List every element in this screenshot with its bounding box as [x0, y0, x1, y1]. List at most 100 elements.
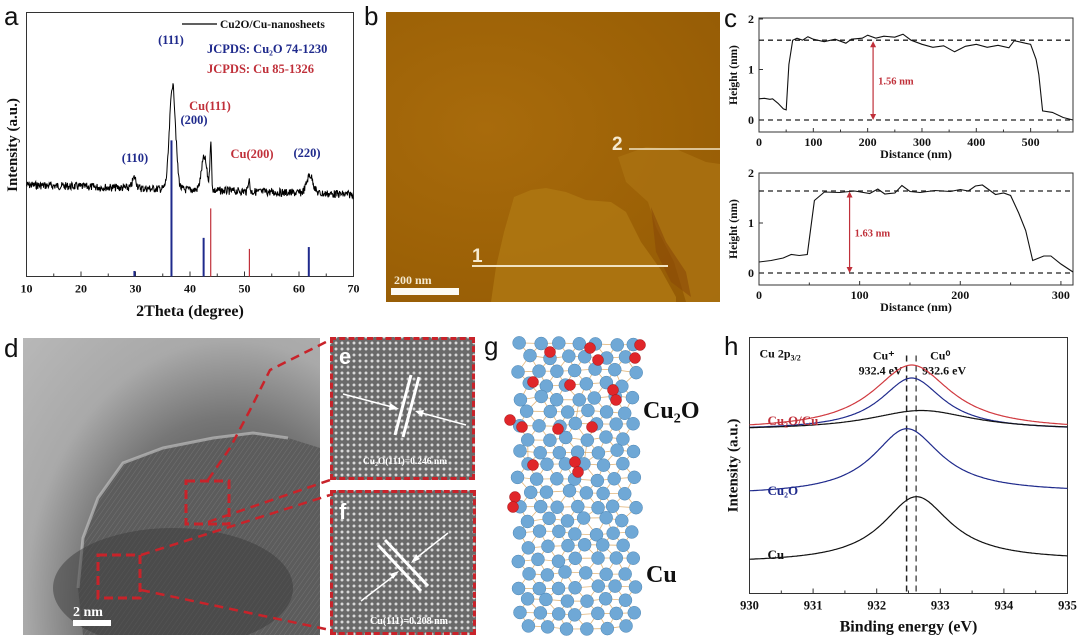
cu-atom [616, 432, 630, 446]
o-atom [527, 376, 539, 388]
series-label: Cu₂O/Cu [768, 413, 819, 428]
cu-atom [629, 365, 643, 380]
plot-frame [758, 17, 1074, 133]
cu-atom [568, 416, 583, 431]
height-annotation: 1.56 nm [878, 77, 914, 88]
cu-atom [578, 566, 593, 580]
cu-atom [580, 433, 595, 447]
cu-atom [581, 403, 595, 418]
cu-atom [617, 486, 632, 501]
cu-atom [540, 568, 555, 582]
vline-label: Cu⁺ [873, 349, 895, 363]
cu-atom [572, 336, 587, 351]
x-tick-label: 300 [913, 135, 931, 149]
x-tick-label: 933 [931, 599, 950, 613]
nanosheet-1 [491, 188, 676, 302]
cu-atom [577, 350, 592, 364]
cu-atom [599, 430, 613, 444]
height-profile-line [758, 184, 1074, 273]
o-atom [607, 384, 619, 396]
cu-atom [567, 608, 582, 622]
height-profile-line [758, 33, 1074, 121]
jcpds-cu: JCPDS: Cu 85-1326 [207, 62, 314, 76]
inset-label-f: f [339, 499, 347, 524]
cu-atom [596, 458, 611, 472]
cu-atom [532, 419, 546, 433]
profile-label-2: 2 [612, 134, 623, 155]
x-axis-title: 2Theta (degree) [136, 303, 244, 320]
y-tick-label: 0 [748, 266, 754, 280]
cu-atom [619, 619, 633, 633]
cu-atom [598, 592, 613, 606]
cu-atom [617, 406, 632, 421]
cu-atom [551, 554, 566, 568]
x-tick-label: 400 [967, 135, 985, 149]
y-axis-title: Height (nm) [728, 45, 740, 105]
cu-atom [543, 404, 558, 419]
afm-image: 1 2 200 nm [386, 12, 720, 302]
o-atom [586, 421, 598, 433]
peak-label: Cu(111) [189, 99, 231, 113]
cu-atom [552, 445, 567, 460]
cu-atom [539, 485, 554, 499]
title-subscript: 3/2 [791, 354, 801, 363]
cu-atom [629, 500, 643, 515]
cu-atom [572, 393, 586, 407]
cu-atom [596, 538, 610, 552]
y-axis-title: Height (nm) [728, 199, 740, 259]
cu-atom [521, 619, 536, 633]
series-label: Cu₂O [768, 483, 799, 498]
cu-atom [512, 336, 526, 350]
cu-atom [521, 541, 536, 555]
height-profile-chart-2: 0 100 200 300 0 1 2 1.63 nm Distance (nm) Height … [728, 166, 1074, 314]
y-tick-label: 1 [748, 216, 754, 230]
xps-curve [749, 409, 1068, 429]
peak-label: (200) [180, 113, 207, 127]
cu-atom [520, 592, 535, 606]
cu-atom [561, 538, 575, 553]
cu-atom [532, 364, 546, 378]
cu-atom [609, 551, 624, 565]
cu-atom [627, 470, 642, 485]
cu-atom [533, 445, 547, 460]
cu-atom [577, 537, 592, 552]
xrd-chart: 10 20 30 40 50 60 70 (110) (111) (200)Cu(111) Cu(… [5, 12, 360, 320]
cu-atom [529, 472, 544, 486]
cu-atom [600, 621, 615, 636]
panel-label-c: c [724, 3, 737, 33]
o-atom [584, 342, 596, 354]
x-tick-label: 30 [130, 282, 142, 296]
cu-atom [511, 554, 526, 569]
panel-label-d: d [4, 333, 19, 363]
x-tick-label: 100 [804, 135, 822, 149]
o-atom [504, 414, 516, 426]
vline-value: 932.6 eV [922, 364, 966, 378]
cu-atom [542, 511, 556, 526]
plot-frame [749, 337, 1068, 594]
peak-label: (111) [158, 33, 184, 47]
cu-atom [608, 579, 622, 593]
cu-atom [562, 349, 576, 363]
cu-atom [579, 486, 594, 500]
cu-atom [520, 514, 535, 529]
cu-atom [609, 606, 624, 621]
x-axis-title: Distance (nm) [880, 300, 952, 314]
inset-label-e: e [339, 344, 351, 369]
cu-atom [532, 524, 547, 538]
cu-atom [627, 606, 642, 620]
x-tick-label: 100 [851, 288, 869, 302]
height-profile-chart-1: 0 100 200 300 400 500 0 1 2 1.56 nm Distance (nm) H… [728, 12, 1074, 161]
cu-atom [596, 486, 610, 501]
cu-atom [552, 336, 566, 350]
x-tick-label: 300 [1052, 288, 1070, 302]
o-atom [552, 423, 564, 435]
cu-atom [591, 446, 606, 460]
cu-atom [559, 622, 574, 636]
cu-atom [558, 430, 573, 445]
cu-atom [609, 417, 623, 431]
cu-atom [549, 392, 564, 407]
x-tick-label: 50 [239, 282, 251, 296]
cu-atom [531, 552, 545, 567]
x-tick-label: 935 [1058, 599, 1077, 613]
cu-atom [599, 567, 613, 582]
